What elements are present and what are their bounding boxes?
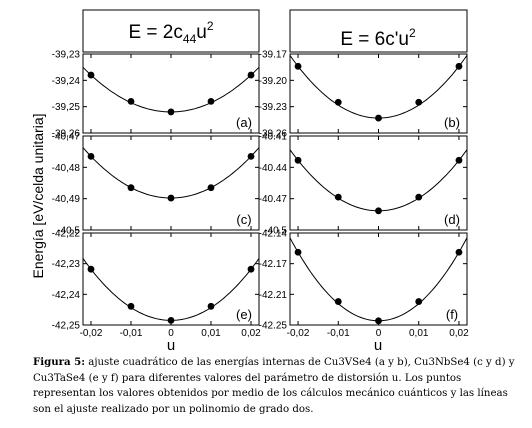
panel-a: -39,23 -39,24 -39,25 -39,26 (a) <box>52 50 260 140</box>
data-point <box>375 114 382 122</box>
y-tick-label: -39.17 <box>259 50 288 61</box>
data-point <box>455 62 463 70</box>
panel-frame <box>289 232 468 326</box>
data-point <box>87 265 95 273</box>
caption-text: ajuste cuadrático de las energías intern… <box>33 357 515 415</box>
data-point <box>334 298 342 305</box>
x-tick-label: -0,01 <box>120 328 143 339</box>
fit-curve <box>82 258 260 321</box>
panel-f: -42.14 -42.17 -42.21 -42.25-0,02 -0,01 0 0,01 0… <box>259 229 469 340</box>
y-tick-label: -39,23 <box>52 50 81 61</box>
data-point <box>127 302 135 310</box>
data-point <box>415 298 423 305</box>
panel-e: -42,22 -42,23 -42,24 -42,25-0,02 -0,01 0 0,01 0… <box>52 229 262 340</box>
panel-c: -40,47 -40,48 -40,49 -40,5 (c) <box>52 132 260 237</box>
data-point <box>207 302 215 310</box>
x-tick-label: 0,02 <box>449 328 469 339</box>
panels: -39,23-39,24-39,25-39,26(a)-39.17-39.20-… <box>52 50 469 340</box>
data-point <box>167 194 175 202</box>
x-tick-label: 0 <box>376 328 382 339</box>
panel-label: (c) <box>236 212 251 227</box>
data-point <box>294 248 302 256</box>
data-point <box>247 71 255 79</box>
panel-frame <box>82 232 260 326</box>
x-tick-label: 0 <box>168 328 174 339</box>
data-point <box>415 98 423 106</box>
data-point <box>87 71 95 79</box>
panel-label: (e) <box>236 307 252 322</box>
y-tick-label: -40.5 <box>264 226 287 237</box>
x-axis-label-left: u <box>167 337 175 350</box>
y-tick-label: -42.25 <box>259 321 288 332</box>
panel-label: (f) <box>446 307 458 322</box>
y-tick-label: -39,24 <box>52 76 81 87</box>
y-tick-label: -40.41 <box>259 132 288 143</box>
x-tick-label: 0,02 <box>241 328 261 339</box>
panel-frame <box>289 135 468 231</box>
x-tick-label: -0,02 <box>80 328 103 339</box>
data-point <box>207 184 215 192</box>
panel-label: (a) <box>236 115 252 130</box>
data-point <box>207 98 215 105</box>
y-tick-label: -42,24 <box>52 290 81 301</box>
y-tick-label: -40,5 <box>57 226 80 237</box>
figure-caption: Figura 5: ajuste cuadrático de las energ… <box>33 355 523 417</box>
data-point <box>127 98 135 105</box>
fit-curve <box>82 147 260 199</box>
data-point <box>455 156 463 164</box>
header-left-formula: E = 2c44u2 <box>128 19 213 46</box>
data-point <box>294 62 302 70</box>
y-tick-label: -39,26 <box>52 129 81 140</box>
figure: E = 2c44u2 E = 6c'u2 Energía [eV/celda u… <box>30 9 469 350</box>
x-tick-label: 0,01 <box>201 328 221 339</box>
y-tick-label: -42,22 <box>52 229 81 240</box>
data-point <box>167 317 175 324</box>
y-tick-label: -42.17 <box>259 259 288 270</box>
data-point <box>247 152 255 160</box>
header-box-left <box>82 9 260 53</box>
y-tick-label: -42.21 <box>259 290 288 301</box>
fit-curve <box>289 149 468 212</box>
y-tick-label: -42.14 <box>259 229 288 240</box>
x-tick-label: -0,01 <box>327 328 350 339</box>
caption-label: Figura 5: <box>33 356 85 368</box>
y-tick-label: -39.23 <box>259 102 288 113</box>
y-tick-label: -40,47 <box>52 132 81 143</box>
y-tick-label: -39,25 <box>52 102 81 113</box>
data-point <box>87 152 95 160</box>
y-tick-label: -40.47 <box>259 194 288 205</box>
data-point <box>334 193 342 201</box>
y-tick-label: -40,48 <box>52 163 81 174</box>
y-tick-label: -39.26 <box>259 129 288 140</box>
panel-b: -39.17 -39.20 -39.23 -39.26 (b) <box>259 50 468 140</box>
panel-label: (b) <box>444 115 460 130</box>
data-point <box>127 184 135 192</box>
data-point <box>415 193 423 201</box>
x-tick-label: -0,02 <box>287 328 310 339</box>
y-tick-label: -39.20 <box>259 76 288 87</box>
y-tick-label: -40,49 <box>52 194 81 205</box>
data-point <box>167 108 175 116</box>
y-tick-label: -42,25 <box>52 321 81 332</box>
panel-frame <box>82 53 260 134</box>
header-box-right <box>289 9 468 53</box>
x-axis-label-right: u <box>374 337 382 350</box>
x-tick-label: 0,01 <box>409 328 429 339</box>
fit-curve <box>289 55 468 119</box>
panel-frame <box>82 135 260 231</box>
data-point <box>375 207 382 215</box>
data-point <box>375 317 382 325</box>
fit-curve <box>289 237 468 322</box>
y-tick-label: -40.44 <box>259 163 288 174</box>
data-point <box>455 248 463 256</box>
data-point <box>334 98 342 106</box>
y-tick-label: -42,23 <box>52 259 81 270</box>
fit-curve <box>82 66 260 113</box>
data-point <box>294 156 302 164</box>
panel-d: -40.41 -40.44 -40.47 -40.5 (d) <box>259 132 468 237</box>
panel-label: (d) <box>444 212 460 227</box>
y-axis-label: Energía [eV/celda unitaria] <box>30 114 46 279</box>
data-point <box>247 265 255 273</box>
header-right-formula: E = 6c'u2 <box>340 26 416 50</box>
